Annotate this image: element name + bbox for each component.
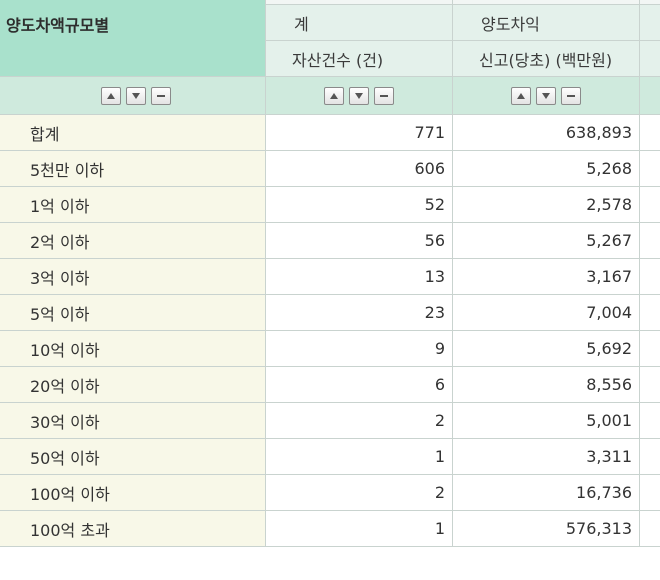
row-label: 50억 이하 [0,439,266,475]
cell-count: 771 [266,115,453,151]
row-edge [640,115,660,151]
cell-count: 23 [266,295,453,331]
col-sub-count: 자산건수 (건) [266,41,453,77]
row-edge [640,259,660,295]
row-edge [640,511,660,547]
table-bottom-space [0,547,660,579]
col-group-gain: 양도차익 [453,5,640,41]
sort-up-icon[interactable] [511,86,531,105]
row-label: 합계 [0,115,266,151]
cell-amount: 5,001 [453,403,640,439]
cell-count: 6 [266,367,453,403]
sort-down-icon[interactable] [126,86,146,105]
row-edge [640,475,660,511]
cell-amount: 3,167 [453,259,640,295]
header-top-strip [266,0,453,5]
row-edge [640,367,660,403]
row-label: 2억 이하 [0,223,266,259]
header-edge [640,41,660,77]
row-edge [640,331,660,367]
row-label: 5억 이하 [0,295,266,331]
row-label: 100억 초과 [0,511,266,547]
col-group-total: 계 [266,5,453,41]
cell-amount: 5,692 [453,331,640,367]
sort-down-icon[interactable] [536,86,556,105]
controls-edge [640,77,660,115]
cell-amount: 3,311 [453,439,640,475]
cell-count: 56 [266,223,453,259]
count-column-controls [266,77,453,115]
row-label: 20억 이하 [0,367,266,403]
row-label: 1억 이하 [0,187,266,223]
sort-up-icon[interactable] [324,86,344,105]
row-edge [640,403,660,439]
cell-amount: 16,736 [453,475,640,511]
remove-icon[interactable] [374,86,394,105]
row-edge [640,223,660,259]
row-header-controls [0,77,266,115]
row-edge [640,439,660,475]
cell-count: 1 [266,439,453,475]
cell-amount: 5,268 [453,151,640,187]
cell-amount: 8,556 [453,367,640,403]
header-top-strip [453,0,640,5]
row-edge [640,187,660,223]
sort-up-icon[interactable] [101,86,121,105]
cell-count: 2 [266,403,453,439]
cell-count: 2 [266,475,453,511]
row-label: 3억 이하 [0,259,266,295]
cell-count: 1 [266,511,453,547]
cell-count: 52 [266,187,453,223]
col-sub-amount: 신고(당초) (백만원) [453,41,640,77]
cell-amount: 2,578 [453,187,640,223]
amount-column-controls [453,77,640,115]
row-edge [640,151,660,187]
cell-count: 13 [266,259,453,295]
cell-count: 606 [266,151,453,187]
remove-icon[interactable] [151,86,171,105]
header-top-strip [640,0,660,5]
remove-icon[interactable] [561,86,581,105]
cell-amount: 638,893 [453,115,640,151]
row-edge [640,295,660,331]
row-label: 10억 이하 [0,331,266,367]
header-edge [640,5,660,41]
cell-amount: 7,004 [453,295,640,331]
cell-amount: 576,313 [453,511,640,547]
row-label: 30억 이하 [0,403,266,439]
sort-down-icon[interactable] [349,86,369,105]
cell-amount: 5,267 [453,223,640,259]
row-header-title: 양도차액규모별 [0,0,266,77]
cell-count: 9 [266,331,453,367]
row-label: 5천만 이하 [0,151,266,187]
row-label: 100억 이하 [0,475,266,511]
